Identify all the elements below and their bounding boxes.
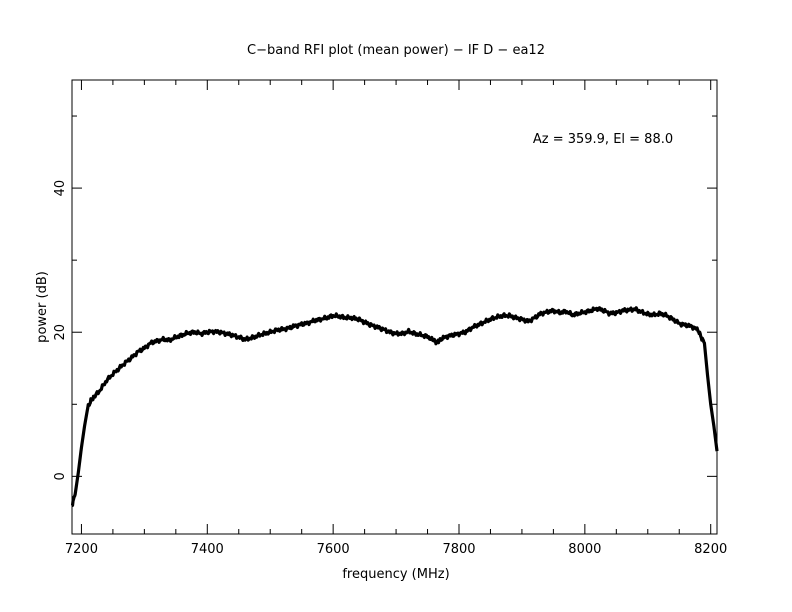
x-tick-label: 8200 — [694, 542, 727, 557]
x-tick-label: 7800 — [442, 542, 475, 557]
plot-frame — [71, 79, 718, 535]
y-axis-label: power (dB) — [35, 271, 50, 343]
power-series-line — [70, 306, 719, 508]
x-tick-label: 7600 — [317, 542, 350, 557]
y-tick-label: 40 — [53, 180, 68, 197]
axis-ticks — [72, 80, 717, 534]
y-tick-label: 0 — [53, 472, 68, 480]
x-tick-label: 7200 — [65, 542, 98, 557]
x-tick-label: 7400 — [191, 542, 224, 557]
x-tick-label: 8000 — [568, 542, 601, 557]
az-el-annotation: Az = 359.9, El = 88.0 — [533, 132, 673, 147]
axis-tick-labels: 7200 7400 7600 7800 8000 8200 0 20 40 — [53, 180, 727, 557]
x-axis-label: frequency (MHz) — [342, 567, 449, 582]
y-tick-label: 20 — [53, 324, 68, 341]
chart-title: C−band RFI plot (mean power) − IF D − ea… — [247, 43, 545, 58]
